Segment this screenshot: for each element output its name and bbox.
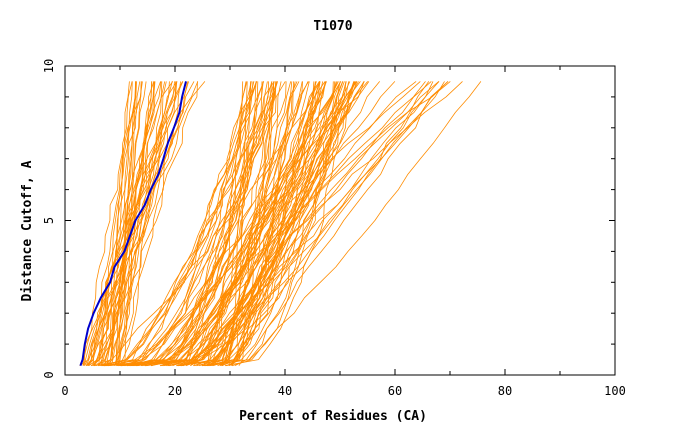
series-line bbox=[128, 81, 338, 367]
series-layer bbox=[79, 81, 482, 367]
series-line bbox=[163, 81, 247, 367]
series-line bbox=[212, 81, 440, 366]
series-line bbox=[172, 81, 269, 367]
series-line bbox=[182, 81, 365, 367]
x-tick-label: 20 bbox=[168, 384, 182, 398]
series-line bbox=[163, 81, 351, 367]
highlight-series-line bbox=[79, 81, 187, 367]
series-line bbox=[151, 81, 277, 367]
x-axis-label: Percent of Residues (CA) bbox=[239, 409, 427, 424]
x-tick-label: 0 bbox=[61, 384, 68, 398]
series-line bbox=[104, 81, 155, 366]
series-line bbox=[106, 81, 130, 366]
series-line bbox=[98, 81, 133, 366]
chart-title: T1070 bbox=[313, 19, 352, 34]
series-line bbox=[212, 81, 316, 367]
series-line bbox=[181, 81, 327, 367]
series-line bbox=[100, 81, 136, 366]
x-tick-label: 60 bbox=[388, 384, 402, 398]
y-axis-label: Distance Cutoff, A bbox=[20, 160, 35, 301]
series-line bbox=[206, 81, 310, 367]
y-tick-label: 0 bbox=[42, 371, 56, 378]
series-line bbox=[100, 81, 198, 367]
series-line bbox=[228, 81, 248, 366]
series-line bbox=[220, 81, 417, 366]
series-line bbox=[126, 81, 287, 367]
series-line bbox=[87, 81, 156, 367]
series-line bbox=[146, 81, 327, 367]
series-line bbox=[101, 81, 251, 367]
series-line bbox=[94, 81, 137, 366]
series-line bbox=[161, 81, 321, 367]
series-line bbox=[110, 81, 155, 366]
series-line bbox=[177, 81, 343, 367]
series-line bbox=[226, 81, 355, 367]
series-line bbox=[82, 81, 142, 366]
series-line bbox=[104, 81, 320, 367]
series-line bbox=[220, 81, 277, 367]
series-line bbox=[102, 81, 264, 367]
series-line bbox=[130, 81, 356, 367]
y-tick-label: 10 bbox=[42, 59, 56, 73]
series-line bbox=[98, 81, 166, 366]
series-line bbox=[176, 81, 341, 367]
series-line bbox=[90, 81, 183, 367]
axis-ticks bbox=[64, 65, 616, 376]
series-line bbox=[231, 81, 482, 367]
series-line bbox=[110, 81, 143, 366]
series-line bbox=[118, 81, 258, 367]
series-line bbox=[164, 81, 268, 367]
series-line bbox=[101, 81, 257, 367]
series-line bbox=[238, 81, 365, 366]
series-line bbox=[202, 81, 430, 367]
y-tick-label: 5 bbox=[42, 217, 56, 224]
x-tick-label: 40 bbox=[278, 384, 292, 398]
series-line bbox=[201, 81, 344, 367]
series-line bbox=[231, 81, 365, 366]
series-line bbox=[102, 81, 275, 367]
highlight-layer bbox=[79, 81, 187, 367]
series-line bbox=[117, 81, 173, 366]
series-line bbox=[98, 81, 265, 367]
series-line bbox=[221, 81, 275, 367]
tick-labels: 0 20 40 60 80 100 0 5 10 bbox=[42, 59, 626, 398]
series-line bbox=[211, 81, 432, 366]
series-line bbox=[114, 81, 142, 366]
series-line bbox=[159, 81, 309, 367]
series-line bbox=[133, 81, 278, 367]
series-line bbox=[224, 81, 355, 367]
x-tick-label: 80 bbox=[498, 384, 512, 398]
series-line bbox=[220, 81, 275, 367]
series-line bbox=[167, 81, 303, 367]
series-line bbox=[86, 81, 178, 366]
series-line bbox=[199, 81, 440, 367]
x-tick-label: 100 bbox=[604, 384, 626, 398]
series-line bbox=[229, 81, 293, 367]
series-line bbox=[207, 81, 339, 366]
series-line bbox=[83, 81, 189, 366]
series-line bbox=[190, 81, 449, 367]
series-line bbox=[115, 81, 141, 366]
series-line bbox=[194, 81, 421, 366]
series-line bbox=[79, 81, 162, 367]
series-line bbox=[118, 81, 153, 366]
